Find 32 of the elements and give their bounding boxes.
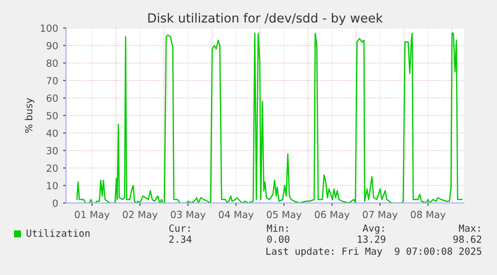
text: 2.34 <box>169 235 192 243</box>
x-tick-label: 02 May <box>122 210 158 220</box>
y-tick-label: 40 <box>46 129 58 137</box>
x-tick-label: 07 May <box>362 210 398 220</box>
line-series <box>76 32 463 203</box>
text: 98.62 <box>453 235 482 243</box>
x-tick-label: 04 May <box>218 210 254 220</box>
text: Max: <box>458 224 480 232</box>
x-tick-label: 03 May <box>170 210 206 220</box>
x-tick-label: 06 May <box>314 210 350 220</box>
y-tick-label: 70 <box>46 76 58 84</box>
text: 0.00 <box>267 235 290 243</box>
y-axis-title: % busy <box>24 98 34 133</box>
chart-title: Disk utilization for /dev/sdd - by week <box>148 12 383 26</box>
y-tick-label: 20 <box>46 164 58 172</box>
x-tick-label: 05 May <box>266 210 302 220</box>
text: Min: <box>266 224 288 232</box>
text: Avg: <box>362 224 384 234</box>
text: Cur: <box>169 224 190 232</box>
y-tick-label: 60 <box>46 94 58 102</box>
y-tick-label: 30 <box>46 146 58 154</box>
y-tick-label: 80 <box>46 59 58 67</box>
x-tick-label: 08 May <box>410 210 446 220</box>
text: Last update: Fri May 9 07:00:08 2025 <box>266 247 482 257</box>
legend-label: Utilization <box>26 229 90 237</box>
y-tick-label: 100 <box>40 24 58 32</box>
y-tick-label: 90 <box>46 42 58 50</box>
y-tick-label: 0 <box>52 199 58 207</box>
x-tick-label: 01 May <box>74 210 110 220</box>
text: 13.29 <box>358 235 386 243</box>
y-tick-label: 10 <box>47 182 58 190</box>
y-tick-label: 50 <box>46 112 58 120</box>
